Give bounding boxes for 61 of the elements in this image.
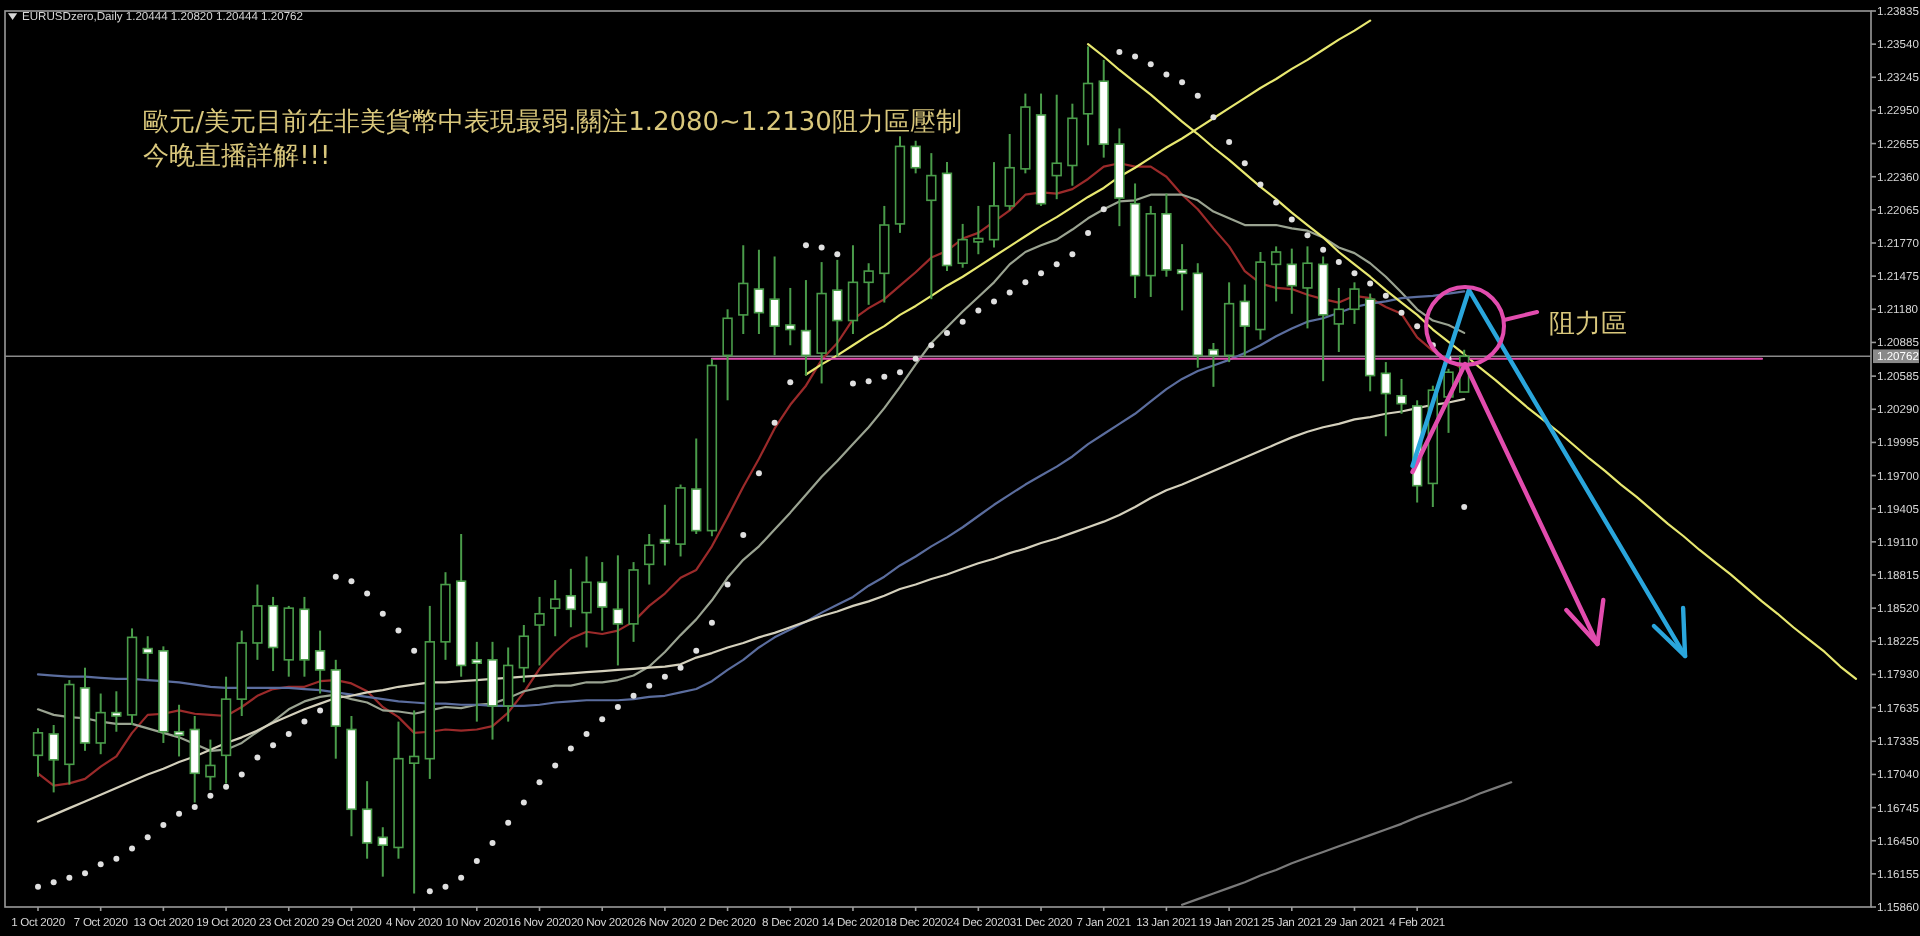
candlestick xyxy=(1004,133,1015,212)
candlestick xyxy=(48,723,59,794)
candlestick xyxy=(910,139,921,175)
candlestick xyxy=(863,262,874,306)
candlestick xyxy=(847,244,859,336)
candlestick xyxy=(252,583,263,661)
candlestick xyxy=(1082,45,1094,147)
candlestick xyxy=(832,258,843,358)
candlestick xyxy=(957,222,968,269)
candlestick xyxy=(518,624,530,684)
candlestick xyxy=(785,286,796,347)
candlestick xyxy=(314,629,326,695)
candlestick xyxy=(95,692,106,756)
candlestick xyxy=(738,244,749,336)
candlestick xyxy=(1333,286,1344,353)
candlestick xyxy=(173,703,185,758)
candlestick xyxy=(691,437,702,535)
candlestick xyxy=(988,161,1000,249)
candlestick xyxy=(1380,361,1392,438)
candlestick xyxy=(1051,93,1062,201)
candlestick xyxy=(502,646,514,723)
candlestick xyxy=(659,503,671,567)
line-series xyxy=(36,290,1466,707)
candlestick xyxy=(1349,281,1360,325)
line-series xyxy=(1180,781,1513,906)
candlestick xyxy=(973,204,984,256)
candlestick xyxy=(189,715,200,804)
candlestick xyxy=(1396,377,1407,415)
candlestick xyxy=(205,738,216,792)
candlestick xyxy=(753,248,765,336)
candlestick xyxy=(377,826,388,878)
candlestick xyxy=(1302,245,1313,330)
candlestick xyxy=(1239,283,1250,358)
candlestick xyxy=(408,709,420,895)
candlestick xyxy=(1067,102,1078,187)
candlestick xyxy=(111,690,122,733)
candlestick xyxy=(471,640,483,723)
candlestick xyxy=(644,532,655,586)
candlestick xyxy=(1208,342,1219,388)
candlestick xyxy=(800,279,812,377)
candlestick xyxy=(267,595,279,673)
candlestick xyxy=(722,308,733,402)
candlestick xyxy=(612,554,624,667)
candlestick xyxy=(361,780,373,860)
candlestick xyxy=(487,640,498,741)
candlestick xyxy=(534,595,545,667)
candlestick xyxy=(32,727,44,778)
candlestick xyxy=(1286,247,1297,315)
candlestick xyxy=(769,255,780,357)
annotation: 歐元/美元目前在非美貨幣中表現最弱.關注1.2080~1.2130阻力區壓制 xyxy=(143,106,962,138)
candlestick xyxy=(1176,243,1188,312)
candlestick xyxy=(597,561,608,632)
annotation: 阻力區 xyxy=(1548,310,1627,340)
candlestick xyxy=(1270,245,1282,303)
candlestick xyxy=(142,635,153,680)
candlestick xyxy=(550,579,561,638)
annotation: 今晚直播詳解!!! xyxy=(143,142,331,172)
candlestick xyxy=(926,152,937,301)
line-series xyxy=(36,398,1466,823)
candlestick xyxy=(565,567,577,629)
candlestick xyxy=(581,555,592,649)
